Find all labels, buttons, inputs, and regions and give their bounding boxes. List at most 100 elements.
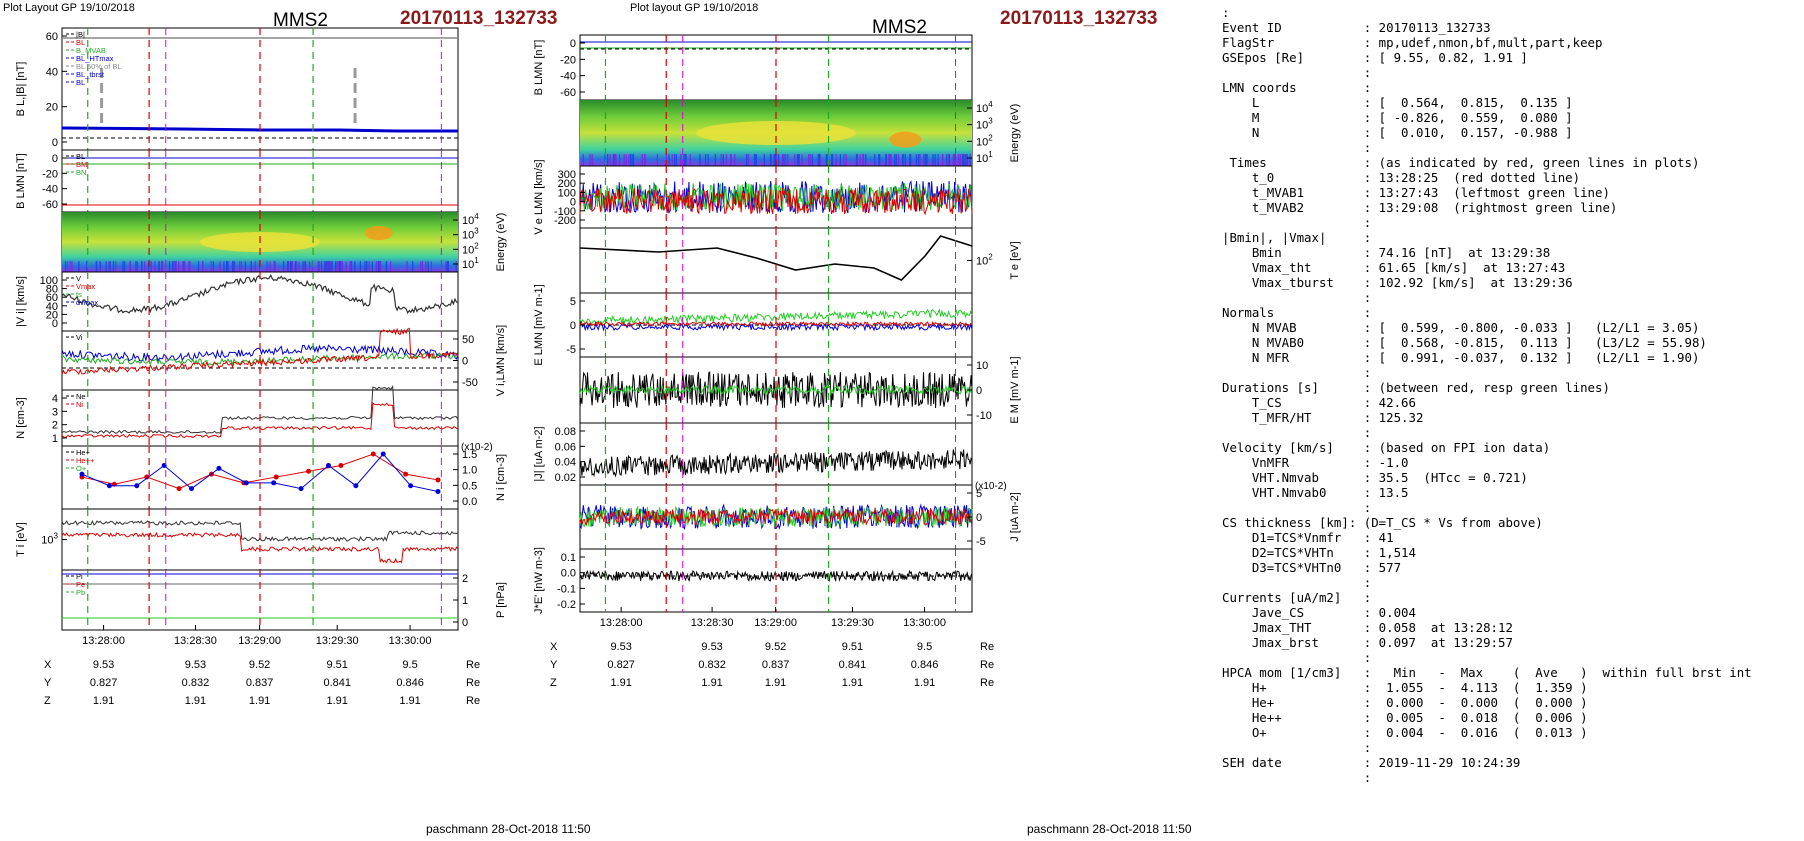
x-tick-label: 13:29:00 [754,617,797,629]
y-axis-label: |J| [uA m-2] [533,426,545,481]
position-value: 1.91 [842,677,863,689]
y-tick-label: 0.06 [555,441,576,453]
position-row-label: Z [550,677,557,689]
info-line: : [1222,500,1372,515]
y-scale-factor: (x10-2) [461,442,493,453]
position-value: 1.91 [185,695,206,707]
info-line: Normals : [1222,305,1372,320]
y-tick-label: -40 [560,71,576,83]
position-value: 0.846 [911,659,939,671]
position-value: 0.827 [90,677,118,689]
x-tick-label: 13:28:00 [82,635,125,647]
y-tick-label: 3 [52,406,58,418]
info-line: GSEpos [Re] : [ 9.55, 0.82, 1.91 ] [1222,50,1528,65]
y-axis-label: B LMN [nT] [533,40,545,96]
y-tick-label: -0.1 [557,583,576,595]
y-tick-label: 0 [462,617,468,629]
info-line: |Bmin|, |Vmax| : [1222,230,1372,245]
y-tick-label: -0.2 [557,599,576,611]
y-axis-label: Energy (eV) [495,213,507,272]
y-tick-label: 40 [46,301,58,313]
y-tick-label: 0.0 [561,568,576,580]
y-scale-factor: (x10-2) [975,481,1007,492]
position-value: 9.53 [701,641,722,653]
j-l-trace [579,503,973,531]
legend-entry: BL 50% of BL [76,62,122,71]
legend-entry: ts [76,290,82,299]
legend-entry: Vi [76,333,83,342]
y-tick-label: 80 [46,284,58,296]
info-line: VnMFR : -1.0 [1222,455,1409,470]
position-value: 1.91 [249,695,270,707]
y-tick-label: 0.04 [555,457,576,469]
info-line: t_MVAB2 : 13:29:08 (rightmost green line… [1222,200,1618,215]
y-axis-label: N i [cm-3] [495,454,507,501]
info-line: VHT.Nmvab0 : 13.5 [1222,485,1409,500]
position-value: 1.91 [914,677,935,689]
left-event-id: 20170113_132733 [400,8,558,29]
info-line: : [1222,650,1372,665]
y-tick-label: 1 [52,433,58,445]
y-tick-label: 5 [976,488,982,500]
position-row-label: X [550,641,558,653]
info-line: L : [ 0.564, 0.815, 0.135 ] [1222,95,1573,110]
y-tick-label: 100 [40,275,58,287]
x-tick-label: 13:28:30 [691,617,734,629]
y-tick-label: 60 [46,31,58,43]
legend-entry: |B| [76,30,85,39]
tick-exponent: 3 [988,117,993,126]
panel-7: 1.5 1.0 0.5 0.0 N i [cm-3](x10-2) He+He++O+ [61,442,507,510]
panel-frame [579,227,973,294]
panel-6: 10 0 -10 E M [mV m-1] [579,356,1021,424]
left-plot-title: MMS2 [273,10,328,31]
panel-frame [579,34,973,101]
info-line: Currents [uA/m2] : [1222,590,1372,605]
y-tick-label: -200 [554,215,576,227]
panel-7: 0.08 0.06 0.04 0.02 |J| [uA m-2] [533,422,973,486]
legend-entry: Ni [76,400,83,409]
info-line: H+ : 1.055 - 4.113 ( 1.359 ) [1222,680,1588,695]
position-row-label: Y [550,659,558,671]
legend-entry: Pi [76,572,83,581]
middle-plot-title: MMS2 [872,17,927,38]
y-tick-label: -40 [42,184,58,196]
left-plot-header: Plot Layout GP 19/10/2018 [3,2,135,14]
panel-9: 0.1 0.0 -0.1 -0.2 J*E' [nW m-3] [533,547,973,614]
y-tick-label: 0 [976,385,982,397]
legend-entry: BN [76,168,86,177]
position-value: 0.846 [396,677,424,689]
position-value: 9.52 [249,659,270,671]
x-tick-label: 13:29:30 [316,635,359,647]
info-line: t_MVAB1 : 13:27:43 (leftmost green line) [1222,185,1610,200]
info-line: SEH date : 2019-11-29 10:24:39 [1222,755,1521,770]
position-value: 1.91 [93,695,114,707]
y-tick-label: 2 [462,573,468,585]
y-tick-label: 101 [976,150,993,165]
y-axis-label: V i,LMN [km/s] [495,325,507,397]
info-line: HPCA mom [1/cm3] : Min - Max ( Ave ) wit… [1222,665,1752,680]
info-line: : [1222,425,1372,440]
tick-exponent: 4 [474,212,479,221]
y-tick-label: 103 [976,117,993,132]
info-line: T_MFR/HT : 125.32 [1222,410,1424,425]
position-value: 9.53 [610,641,631,653]
info-line: Velocity [km/s] : (based on FPI ion data… [1222,440,1551,455]
info-line: N MVAB : [ 0.599, -0.800, -0.033 ] (L2/L… [1222,320,1700,335]
position-row-label: X [44,659,52,671]
legend-entry: B_MVAB [76,46,106,55]
position-value: 1.91 [765,677,786,689]
e-l-trace [580,322,973,332]
tick-exponent: 3 [474,227,479,236]
info-line: Jave_CS : 0.004 [1222,605,1416,620]
info-line: : [1222,740,1372,755]
y-axis-label: V e LMN [km/s] [533,159,545,234]
legend-entry: BM [76,160,87,169]
legend-entry: He++ [76,456,95,465]
info-line: FlagStr : mp,udef,nmon,bf,mult,part,keep [1222,35,1603,50]
position-value: 1.91 [610,677,631,689]
left-footer: paschmann 28-Oct-2018 11:50 [426,822,591,836]
